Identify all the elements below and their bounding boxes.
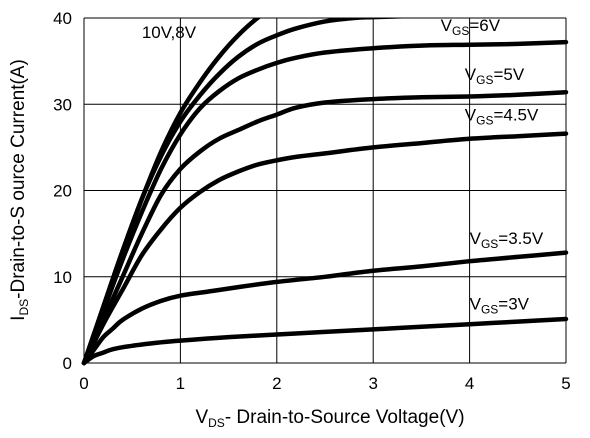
series-line-6 [81, 316, 569, 366]
curve-label-0: 10V,8V [142, 23, 197, 42]
series-group [81, 18, 569, 366]
x-axis-title: VDS- Drain-to-Source Voltage(V) [195, 407, 464, 430]
x-tick-label: 5 [561, 374, 570, 393]
series-line-1 [81, 18, 404, 366]
y-tick-label: 30 [53, 95, 72, 114]
series-line-4 [81, 131, 569, 366]
x-tick-label: 0 [79, 374, 88, 393]
grid [83, 17, 567, 364]
tick-labels: 0 1 2 3 4 5 0 10 20 30 40 [53, 9, 571, 393]
y-tick-label: 20 [53, 182, 72, 201]
x-tick-label: 1 [176, 374, 185, 393]
series-line-3 [81, 89, 569, 366]
x-tick-label: 3 [368, 374, 377, 393]
annotations: 10V,8V VGS=6V VGS=5V VGS=4.5V VGS=3.5V VGS=3V [142, 16, 544, 317]
curve-label-1: VGS=6V [441, 16, 501, 38]
curve-label-3: VGS=4.5V [465, 106, 539, 128]
curve-label-2: VGS=5V [465, 65, 525, 87]
x-tick-label: 4 [465, 374, 474, 393]
y-tick-label: 0 [63, 354, 72, 373]
x-tick-label: 2 [272, 374, 281, 393]
series-line-5 [81, 250, 569, 366]
y-axis-title: IDS-Drain-to-S ource Current(A) [8, 59, 31, 321]
curve-label-5: VGS=3V [470, 295, 530, 317]
series-line-2 [81, 39, 569, 366]
y-tick-label: 40 [53, 9, 72, 28]
curve-label-4: VGS=3.5V [470, 229, 544, 251]
y-tick-label: 10 [53, 268, 72, 287]
